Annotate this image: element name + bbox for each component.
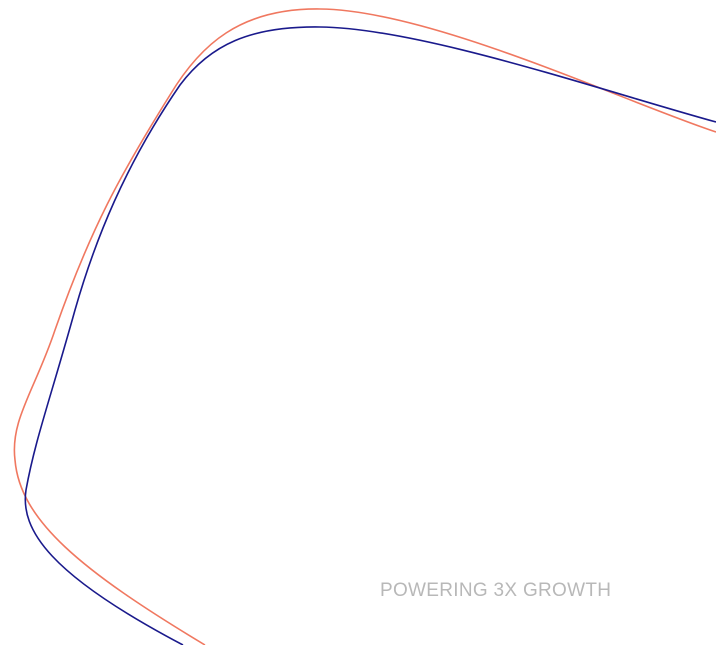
- tagline-text: POWERING 3X GROWTH: [380, 580, 612, 601]
- outer-coral-curve: [13, 8, 716, 645]
- inner-navy-curve: [24, 26, 716, 645]
